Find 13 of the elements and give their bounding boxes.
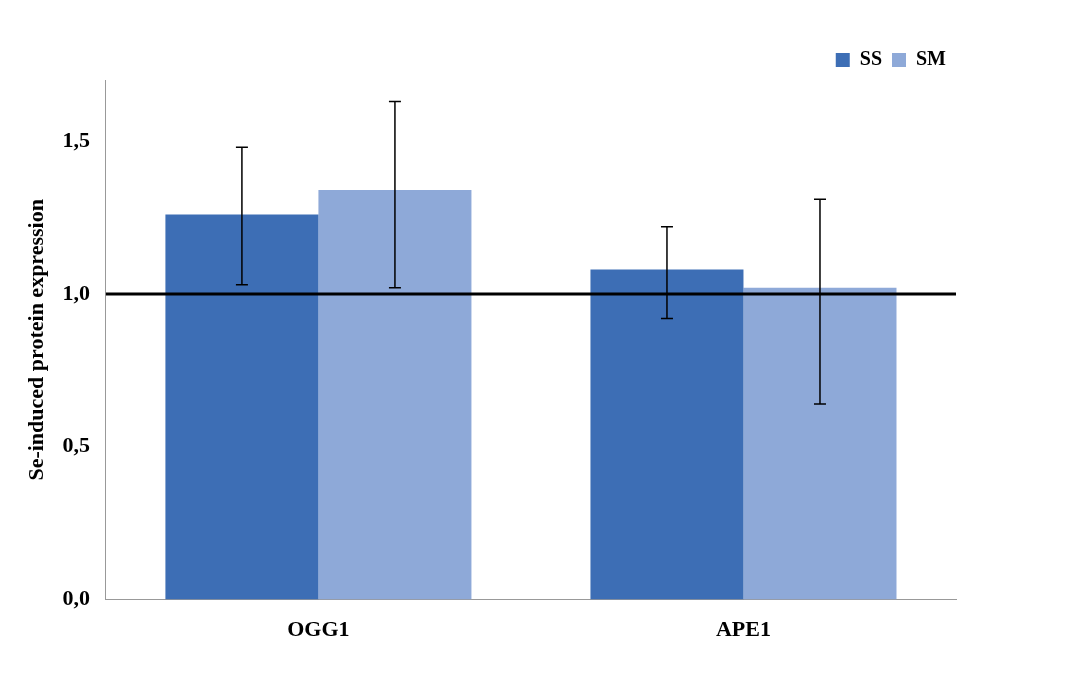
x-tick-label: OGG1 [287, 616, 350, 642]
y-tick-label: 1,5 [62, 126, 90, 152]
y-tick-label: 0,0 [62, 585, 90, 611]
y-axis-title: Se-induced protein expression [22, 199, 48, 481]
bar [318, 190, 472, 600]
x-tick-label: APE1 [715, 616, 771, 642]
bar [590, 269, 744, 600]
bar [165, 214, 319, 600]
legend-label: SM [916, 47, 947, 70]
legend-label: SS [859, 47, 882, 70]
bar [743, 287, 897, 600]
y-tick-label: 0,5 [62, 432, 90, 458]
y-tick-label: 1,0 [62, 279, 90, 305]
